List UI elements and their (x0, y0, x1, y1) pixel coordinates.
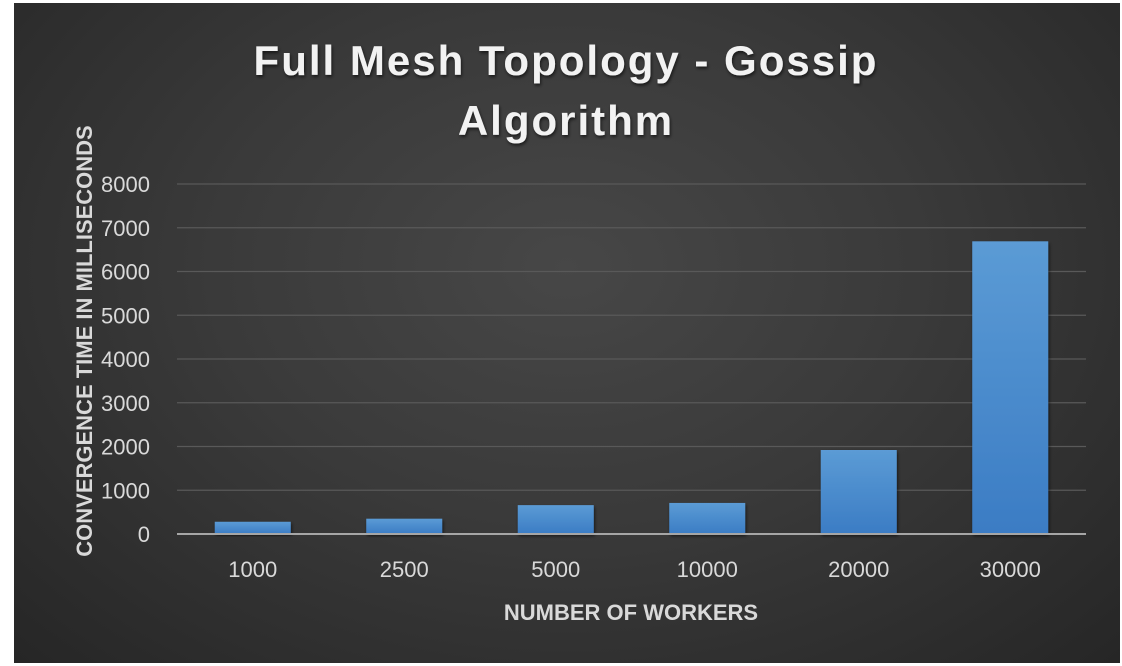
x-tick-label: 20000 (828, 557, 889, 582)
x-axis-ticks: 1000 2500 5000 10000 20000 30000 (228, 557, 1041, 582)
bars (214, 241, 1049, 534)
y-tick-label: 7000 (101, 216, 150, 241)
x-tick-label: 2500 (380, 557, 429, 582)
bar-chart: Full Mesh Topology - Gossip Algorithm 0 1… (72, 37, 1086, 625)
x-tick-label: 30000 (980, 557, 1041, 582)
bar-5000 (517, 505, 594, 534)
y-axis-label: CONVERGENCE TIME IN MILLISECONDS (72, 125, 97, 556)
x-tick-label: 5000 (531, 557, 580, 582)
bar-30000 (972, 241, 1049, 534)
y-tick-label: 2000 (101, 435, 150, 460)
y-tick-label: 8000 (101, 172, 150, 197)
gridlines (177, 183, 1086, 491)
y-tick-label: 1000 (101, 478, 150, 503)
y-tick-label: 6000 (101, 260, 150, 285)
chart-title-line-1: Full Mesh Topology - Gossip (254, 37, 879, 84)
bar-1000 (214, 521, 291, 534)
x-tick-label: 1000 (228, 557, 277, 582)
y-axis-ticks: 0 1000 2000 3000 4000 5000 6000 7000 8000 (101, 172, 150, 547)
bar-20000 (820, 450, 897, 534)
y-tick-label: 5000 (101, 303, 150, 328)
x-axis-label: NUMBER OF WORKERS (504, 600, 758, 625)
y-tick-label: 3000 (101, 391, 150, 416)
y-tick-label: 4000 (101, 347, 150, 372)
x-tick-label: 10000 (677, 557, 738, 582)
y-tick-label: 0 (138, 522, 150, 547)
bar-10000 (669, 502, 746, 534)
bar-2500 (366, 518, 443, 534)
chart-frame: Full Mesh Topology - Gossip Algorithm 0 1… (14, 3, 1120, 663)
chart-title-line-2: Algorithm (458, 97, 674, 144)
